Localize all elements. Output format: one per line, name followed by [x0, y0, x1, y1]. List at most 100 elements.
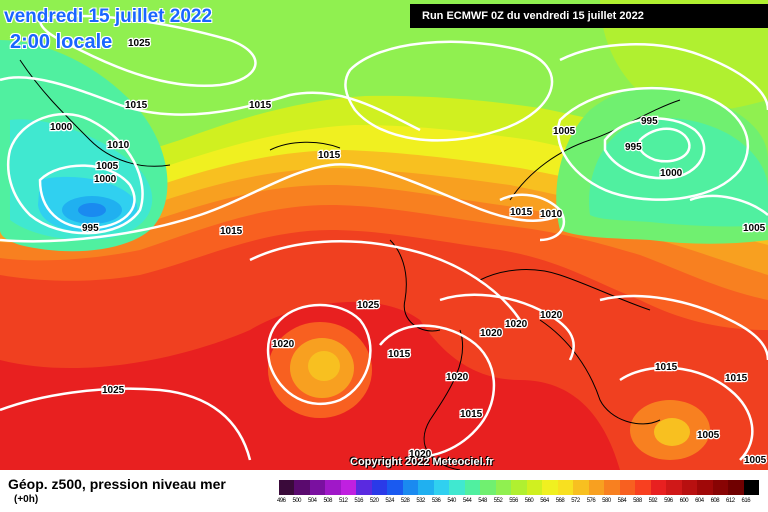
- scale-tick-label: 564: [540, 498, 549, 504]
- scale-cell-568: 568: [556, 480, 574, 504]
- iso-1020-f: 1020: [409, 449, 432, 460]
- scale-tick-label: 544: [462, 498, 472, 504]
- iso-1005-d: 1005: [697, 430, 720, 441]
- scale-cell-608: 608: [711, 480, 729, 504]
- scale-tick-label: 504: [307, 498, 317, 504]
- scale-cell-556: 556: [509, 480, 527, 504]
- isobar-995-scandinavia: [638, 127, 691, 163]
- scale-cell-552: 552: [494, 480, 512, 504]
- scale-tick-label: 532: [416, 498, 425, 504]
- isobar-labels: 1025 1015 1015 1000 1010 1005 1000 995 1…: [49, 37, 768, 468]
- scale-tick-label: 584: [617, 498, 627, 504]
- scale-tick-label: 560: [524, 498, 534, 504]
- iso-1020-c: 1020: [540, 310, 563, 321]
- scale-tick-label: 496: [277, 498, 286, 504]
- iso-1005-e: 1005: [744, 455, 767, 466]
- scale-tick-label: 600: [679, 498, 689, 504]
- iso-1025-b: 1025: [357, 300, 380, 311]
- isobar-1015-balkans: [599, 294, 768, 361]
- map-canvas: 1025 1015 1015 1000 1010 1005 1000 995 1…: [0, 0, 768, 470]
- iso-1020-e: 1020: [446, 372, 469, 383]
- scale-cell-496: 496: [277, 480, 295, 504]
- iso-1020-d: 1020: [272, 339, 295, 350]
- scale-cell-596: 596: [664, 480, 682, 504]
- scale-cell-524: 524: [385, 480, 403, 504]
- iso-1025-nw: 1025: [128, 38, 151, 49]
- scale-cell-528: 528: [401, 480, 419, 504]
- map-time-title: 2:00 locale: [10, 31, 113, 53]
- scale-cell-544: 544: [463, 480, 481, 504]
- scale-tick-label: 508: [323, 498, 332, 504]
- scale-tick-label: 588: [633, 498, 642, 504]
- scale-cell-548: 548: [478, 480, 496, 504]
- scale-tick-label: 616: [741, 498, 751, 504]
- scale-cell-564: 564: [540, 480, 558, 504]
- scale-cell-504: 504: [308, 480, 326, 504]
- iso-1020-b: 1020: [505, 319, 528, 330]
- map-date-title: vendredi 15 juillet 2022: [4, 6, 213, 27]
- isobar-1000-scandinavia: [603, 117, 706, 180]
- band-528-core: [78, 203, 106, 217]
- isobars: [0, 14, 768, 461]
- scale-cell-592: 592: [649, 480, 667, 504]
- scale-tick-label: 568: [555, 498, 565, 504]
- isobar-1005-scandinavia: [556, 86, 750, 201]
- scale-cell-580: 580: [602, 480, 620, 504]
- isobar-1015-iceland: [344, 40, 554, 142]
- scale-cell-572: 572: [571, 480, 589, 504]
- scale-cell-616: 616: [742, 480, 760, 504]
- iso-1015-h: 1015: [725, 373, 748, 384]
- band-572-se: [654, 418, 690, 446]
- weather-map: 1025 1015 1015 1000 1010 1005 1000 995 1…: [0, 0, 768, 470]
- isobar-1015-north: [0, 76, 421, 132]
- scale-cell-516: 516: [354, 480, 372, 504]
- band-552: [0, 0, 768, 175]
- iso-1010-a: 1010: [107, 140, 130, 151]
- coastline-italy: [539, 319, 661, 425]
- iso-1005-c: 1005: [743, 223, 766, 234]
- scale-tick-label: 536: [431, 498, 441, 504]
- coastline-iberia: [423, 329, 464, 470]
- scale-tick-label: 552: [493, 498, 503, 504]
- iso-1005-a: 1005: [96, 161, 119, 172]
- scale-tick-label: 596: [664, 498, 673, 504]
- band-572-cutoff: [308, 351, 340, 381]
- iso-1000-b: 1000: [94, 174, 117, 185]
- band-544-scandinavia: [589, 117, 768, 227]
- scale-cell-508: 508: [323, 480, 341, 504]
- coastlines: [19, 59, 681, 470]
- isobar-1010-greenland: [6, 112, 144, 235]
- iso-1025-c: 1025: [102, 385, 125, 396]
- iso-1015-g: 1015: [655, 362, 678, 373]
- iso-1015-i: 1015: [460, 409, 483, 420]
- scale-tick-label: 608: [710, 498, 720, 504]
- legend-footer: Géop. z500, pression niveau mer (+0h) 49…: [0, 470, 768, 512]
- coastline-iceland: [269, 141, 341, 151]
- iso-995-a: 995: [82, 223, 99, 234]
- copyright-text: Copyright 2022 Meteociel.fr: [350, 456, 494, 468]
- isobar-1015-mid: [0, 163, 561, 243]
- iso-1015-d: 1015: [220, 226, 243, 237]
- scale-cell-540: 540: [447, 480, 465, 504]
- isobar-1010-baltic: [499, 193, 566, 242]
- isobar-1000-north: [559, 43, 768, 111]
- scale-cell-500: 500: [292, 480, 310, 504]
- scale-tick-label: 604: [695, 498, 704, 504]
- scale-cell-560: 560: [525, 480, 543, 504]
- iso-1015-f: 1015: [388, 349, 411, 360]
- scale-cell-536: 536: [432, 480, 450, 504]
- scale-tick-label: 512: [338, 498, 348, 504]
- scale-tick-label: 500: [292, 498, 301, 504]
- iso-1005-b: 1005: [553, 126, 576, 137]
- iso-1020-a: 1020: [480, 328, 503, 339]
- iso-1010-b: 1010: [540, 209, 563, 220]
- legend-subtitle: (+0h): [14, 494, 39, 505]
- scale-cell-600: 600: [680, 480, 698, 504]
- coastline-greenland: [19, 59, 171, 167]
- scale-tick-label: 612: [726, 498, 735, 504]
- scale-cell-612: 612: [726, 480, 744, 504]
- iso-1000-a: 1000: [50, 122, 73, 133]
- scale-tick-label: 520: [369, 498, 379, 504]
- scale-tick-label: 576: [586, 498, 596, 504]
- scale-tick-label: 548: [478, 498, 487, 504]
